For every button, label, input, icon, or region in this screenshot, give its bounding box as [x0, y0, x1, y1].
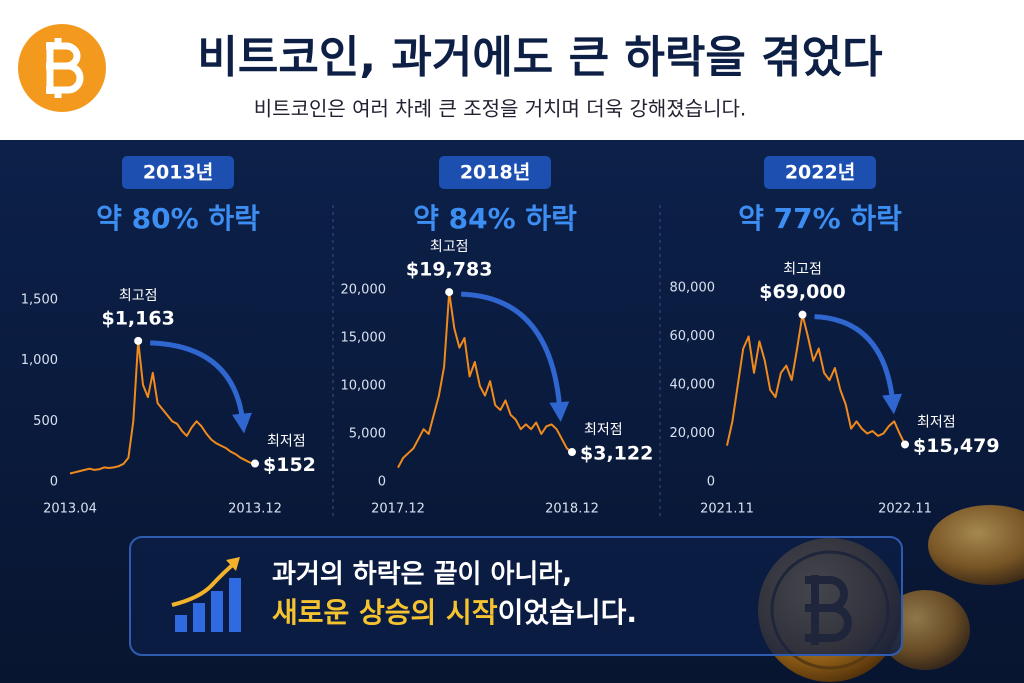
year-badge: [764, 156, 876, 189]
peak-dot: [134, 336, 143, 345]
peak-value: $1,163: [101, 307, 174, 329]
growth-icon: [171, 557, 241, 632]
peak-label: 최고점: [430, 239, 469, 255]
peak-value: $69,000: [759, 281, 846, 303]
low-dot: [251, 459, 259, 468]
footer-rest: 이었습니다.: [498, 596, 637, 629]
y-tick-label: 20,000: [341, 283, 387, 298]
trend-arrow: [814, 314, 903, 415]
year-badge: [122, 156, 234, 189]
peak-dot: [798, 310, 807, 319]
low-value: $15,479: [913, 435, 1000, 457]
header-band: [0, 0, 1024, 140]
trend-arrow: [150, 340, 252, 434]
y-tick-label: 80,000: [670, 281, 716, 296]
y-tick-label: 20,000: [670, 426, 716, 441]
page-title: 비트코인, 과거에도 큰 하락을 겪었다: [197, 32, 882, 83]
x-tick-label: 2022.11: [878, 502, 932, 517]
y-tick-label: 10,000: [341, 379, 387, 394]
peak-value: $19,783: [406, 259, 493, 281]
y-tick-label: 15,000: [341, 331, 387, 346]
low-value: $152: [263, 454, 316, 476]
low-dot: [901, 440, 909, 449]
trend-arrow: [461, 291, 570, 423]
bitcoin-logo: [18, 24, 106, 112]
y-tick-label: 5,000: [349, 427, 386, 442]
year-label: 2018년: [460, 162, 530, 184]
page-subtitle: 비트코인은 여러 차례 큰 조정을 거치며 더욱 강해졌습니다.: [254, 97, 746, 121]
low-label: 최저점: [917, 414, 956, 430]
y-tick-label: 0: [707, 475, 715, 490]
footer-line: 새로운 상승의 시작이었습니다.: [272, 596, 637, 629]
y-tick-label: 1,000: [21, 353, 58, 368]
peak-label: 최고점: [783, 262, 822, 278]
x-tick-label: 2013.12: [228, 502, 282, 517]
x-tick-label: 2013.04: [43, 502, 97, 517]
y-tick-label: 0: [378, 475, 386, 490]
low-value: $3,122: [580, 443, 653, 465]
year-label: 2013년: [143, 162, 213, 184]
x-tick-label: 2018.12: [545, 502, 599, 517]
footer-box: [129, 536, 903, 656]
footer-highlight: 새로운 상승의 시작: [272, 596, 498, 629]
price-line: [69, 339, 256, 475]
price-line: [726, 313, 906, 446]
peak-label: 최고점: [119, 288, 158, 304]
y-tick-label: 500: [33, 414, 58, 429]
y-tick-label: 40,000: [670, 378, 716, 393]
year-badge: [439, 156, 551, 189]
price-line: [397, 291, 573, 469]
low-label: 최저점: [267, 434, 306, 450]
drop-headline: 약 77% 하락: [738, 202, 902, 235]
y-tick-label: 0: [50, 475, 58, 490]
footer-line: 과거의 하락은 끝이 아니라,: [272, 560, 572, 590]
peak-dot: [445, 288, 454, 297]
x-tick-label: 2021.11: [700, 502, 754, 517]
y-tick-label: 1,500: [21, 293, 58, 308]
low-dot: [568, 448, 576, 457]
drop-headline: 약 84% 하락: [413, 202, 577, 235]
x-tick-label: 2017.12: [371, 502, 425, 517]
year-label: 2022년: [785, 162, 855, 184]
y-tick-label: 60,000: [670, 329, 716, 344]
low-label: 최저점: [584, 422, 623, 438]
drop-headline: 약 80% 하락: [96, 202, 260, 235]
